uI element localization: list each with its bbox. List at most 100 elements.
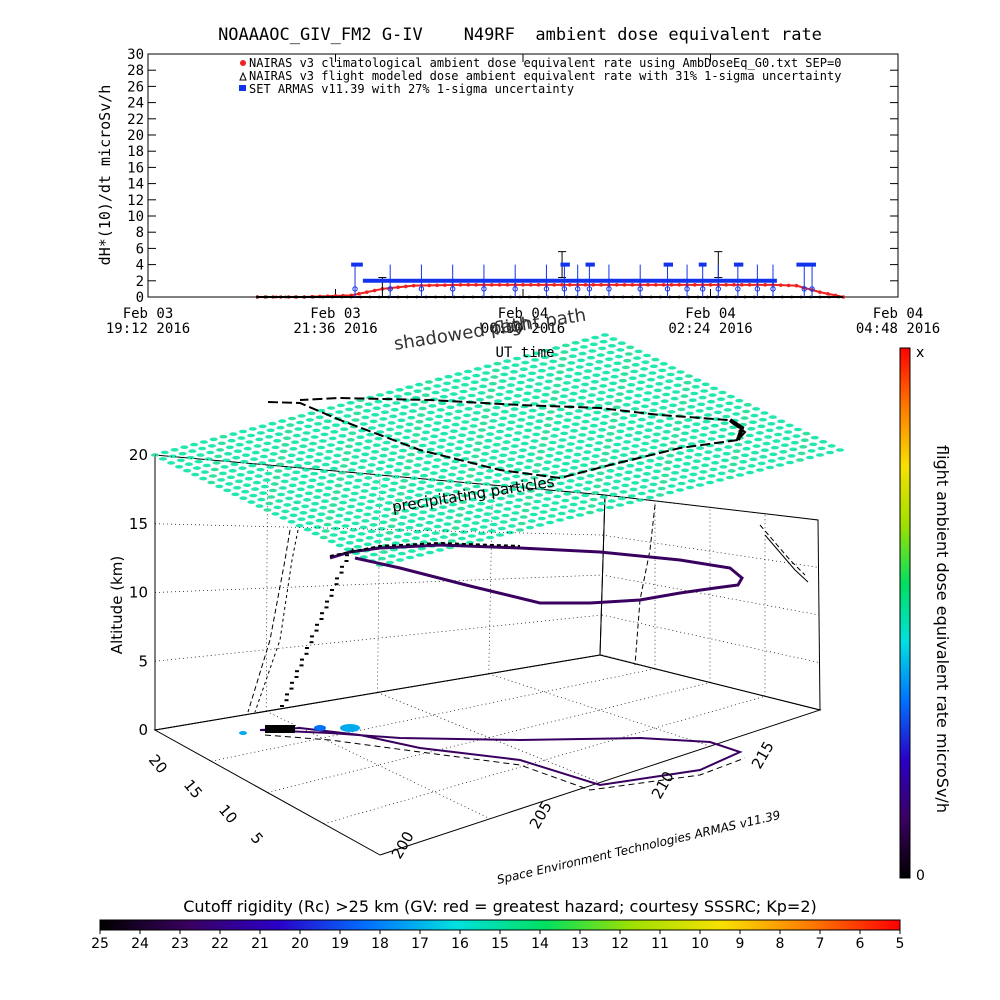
particle-marker	[613, 479, 621, 484]
particle-marker	[540, 399, 549, 404]
particle-marker	[369, 456, 378, 461]
particle-marker	[217, 478, 226, 482]
particle-marker	[584, 369, 592, 373]
particle-marker	[649, 445, 658, 450]
particle-marker	[637, 380, 646, 385]
particle-marker	[502, 477, 511, 481]
particle-marker	[836, 448, 844, 452]
particle-marker	[695, 409, 704, 413]
particle-marker	[749, 420, 757, 425]
particle-marker	[474, 441, 483, 446]
particle-marker	[454, 372, 463, 376]
series-point-modeled	[490, 295, 494, 299]
series-point-modeled	[649, 295, 653, 299]
particle-marker	[438, 475, 447, 479]
particle-marker	[590, 460, 598, 465]
particle-marker	[599, 384, 608, 388]
particle-marker	[379, 520, 388, 525]
series-point-modeled	[668, 295, 672, 299]
particle-marker	[479, 458, 488, 463]
particle-marker	[623, 440, 632, 444]
particle-marker	[399, 448, 407, 453]
particle-marker	[522, 354, 531, 358]
particle-marker	[544, 379, 553, 384]
particle-marker	[756, 468, 764, 472]
particle-marker	[410, 402, 419, 407]
particle-marker	[512, 474, 521, 479]
particle-marker	[410, 439, 419, 444]
particle-marker	[413, 426, 422, 431]
particle-marker	[466, 437, 475, 442]
particle-marker	[468, 430, 476, 435]
particle-marker	[377, 423, 386, 428]
particle-marker	[725, 401, 734, 406]
particle-marker	[431, 501, 439, 506]
particle-marker	[515, 424, 524, 429]
particle-marker	[711, 461, 720, 465]
particle-marker	[375, 503, 383, 508]
particle-marker	[454, 483, 463, 487]
particle-marker	[595, 441, 603, 445]
series-point-modeled	[471, 295, 475, 299]
particle-marker	[413, 529, 422, 534]
particle-marker	[421, 503, 429, 508]
particle-marker	[196, 453, 205, 457]
particle-marker	[609, 492, 618, 497]
particle-marker	[705, 406, 714, 411]
particle-marker	[385, 531, 394, 535]
particle-marker	[339, 530, 348, 535]
particle-marker	[310, 471, 319, 476]
series-point-modeled	[640, 295, 644, 299]
series-point-modeled	[312, 295, 316, 299]
colorbar-bottom-label: 0	[916, 868, 925, 884]
particle-marker	[438, 438, 447, 443]
particle-marker	[574, 371, 583, 376]
upper-turn	[728, 418, 745, 441]
particle-marker	[390, 481, 399, 486]
particle-marker	[543, 386, 552, 390]
particle-marker	[768, 415, 777, 419]
particle-marker	[220, 465, 229, 469]
particle-marker	[364, 439, 373, 444]
particle-marker	[357, 502, 365, 506]
particle-marker	[256, 467, 265, 472]
particle-marker	[760, 448, 769, 453]
particle-marker	[697, 402, 706, 407]
particle-marker	[227, 438, 236, 443]
particle-marker	[297, 414, 306, 418]
particle-marker	[503, 359, 512, 363]
climb-point	[305, 647, 309, 649]
colorbar-tick-label: 24	[131, 936, 149, 952]
particle-marker	[641, 478, 650, 483]
particle-marker	[604, 401, 613, 406]
particle-marker	[515, 387, 524, 392]
particle-marker	[693, 378, 702, 383]
particle-marker	[449, 466, 458, 470]
particle-marker	[472, 484, 481, 489]
series-point-climatological	[732, 283, 736, 287]
z-tick-label: 5	[138, 652, 148, 670]
particle-marker	[507, 383, 515, 387]
particle-marker	[402, 435, 411, 440]
particle-marker	[405, 459, 414, 463]
particle-marker	[717, 471, 726, 476]
legend-label: SET ARMAS v11.39 with 27% 1-sigma uncert…	[249, 82, 574, 96]
particle-marker	[631, 444, 640, 448]
particle-marker	[619, 453, 628, 457]
climb-trail	[280, 548, 354, 707]
particle-marker	[593, 410, 602, 415]
series-point-modeled	[462, 295, 466, 299]
armas-error-marker	[735, 286, 741, 292]
particle-marker	[485, 505, 494, 510]
colorbar-tick-label: 13	[571, 936, 589, 952]
particle-marker	[244, 476, 253, 481]
particle-marker	[589, 497, 598, 502]
particle-marker	[784, 430, 793, 434]
particle-marker	[481, 452, 490, 456]
particle-marker	[431, 531, 440, 535]
particle-marker	[457, 470, 466, 474]
particle-marker	[295, 494, 303, 498]
particle-marker	[490, 412, 499, 417]
particle-marker	[779, 450, 788, 454]
particle-marker	[566, 442, 575, 446]
